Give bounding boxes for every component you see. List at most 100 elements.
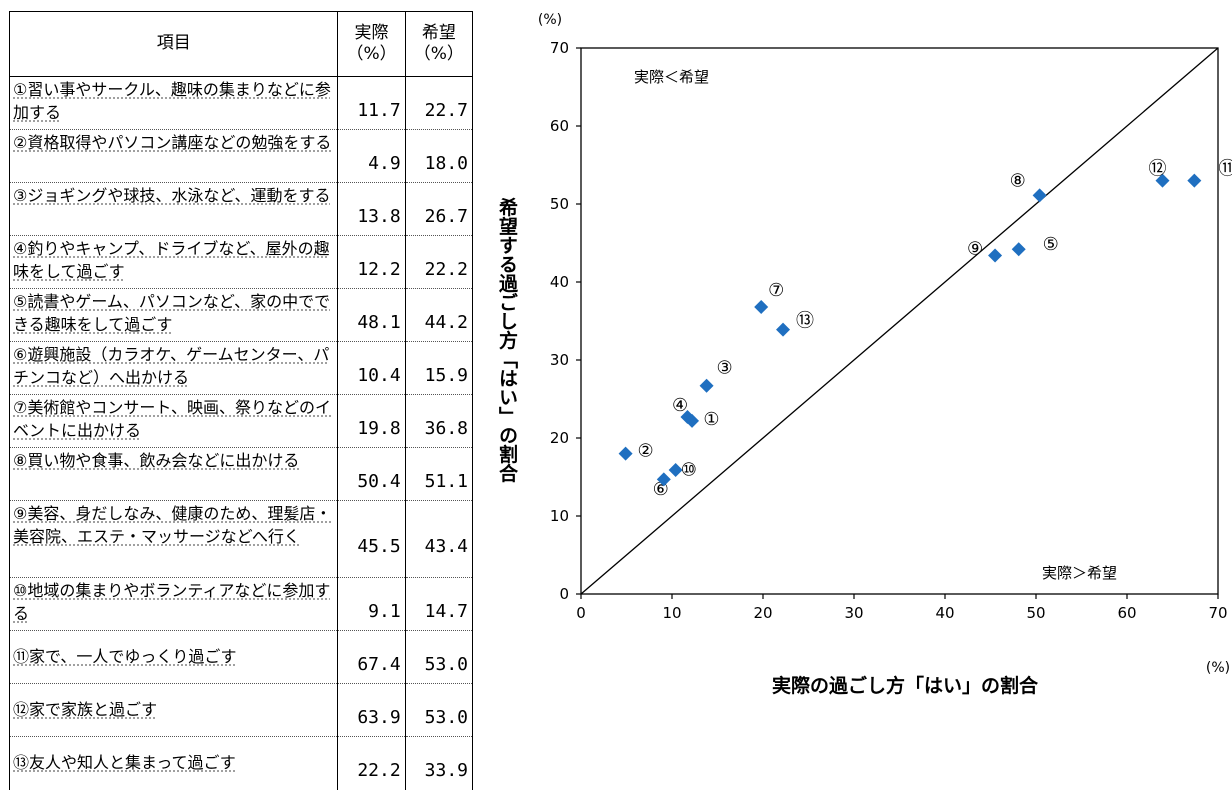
y-tick-label: 40: [550, 273, 569, 291]
table-body: ①習い事やサークル、趣味の集まりなどに参加する 11.7 22.7 ②資格取得やパソコ…: [8, 76, 474, 790]
item-text: ⑥遊興施設（カラオケ、ゲームセンター、パチンコなど）へ出かける: [13, 345, 330, 387]
desired-value: 33.9: [404, 736, 474, 790]
item-text: ⑪家で、一人でゆっくり過ごす: [13, 646, 237, 666]
y-unit-label: (%): [538, 12, 562, 28]
item-cell: ⑪家で、一人でゆっくり過ごす: [8, 630, 339, 684]
item-cell: ⑨美容、身だしなみ、健康のため、理髪店・美容院、エステ・マッサージなどへ行く: [8, 500, 339, 578]
data-point-marker: [1187, 173, 1202, 188]
table-row: ⑧買い物や食事、飲み会などに出かける 50.4 51.1: [8, 447, 474, 501]
actual-value: 11.7: [337, 76, 406, 130]
item-cell: ②資格取得やパソコン講座などの勉強をする: [8, 129, 339, 183]
x-tick-label: 60: [1117, 604, 1136, 622]
data-point-label: ②: [638, 441, 654, 462]
data-point-label: ⑬: [796, 311, 814, 332]
x-axis-title: 実際の過ごし方「はい」の割合: [772, 674, 1039, 697]
plot-area-border: [580, 47, 1219, 595]
item-cell: ⑩地域の集まりやボランティアなどに参加する: [8, 577, 339, 631]
header-actual: 実際 （%）: [337, 11, 406, 77]
desired-value: 22.2: [404, 235, 474, 289]
x-tick-label: 30: [844, 604, 863, 622]
x-tick-label: 70: [1208, 604, 1227, 622]
axis-ticks: 0 10 20 30 40 50 60 70 0 10 20 30 40 50 60 70: [550, 39, 1228, 622]
actual-value: 10.4: [337, 341, 406, 395]
actual-value: 63.9: [337, 683, 406, 737]
data-table: 項目 実際 （%） 希望 （%） ①習い事やサークル、趣味の集まりなどに参加する…: [8, 11, 474, 790]
item-text: ⑤読書やゲーム、パソコンなど、家の中でできる趣味をして過ごす: [13, 292, 331, 334]
table-row: ⑥遊興施設（カラオケ、ゲームセンター、パチンコなど）へ出かける 10.4 15.9: [8, 341, 474, 395]
item-text: ③ジョギングや球技、水泳など、運動をする: [13, 186, 331, 205]
table-row: ⑪家で、一人でゆっくり過ごす 67.4 53.0: [8, 630, 474, 684]
data-point-marker: [1032, 188, 1047, 203]
item-cell: ①習い事やサークル、趣味の集まりなどに参加する: [8, 76, 339, 130]
desired-value: 43.4: [404, 500, 474, 578]
data-point-marker: [685, 413, 700, 428]
x-tick-label: 50: [1026, 604, 1045, 622]
item-text: ⑬友人や知人と集まって過ごす: [13, 752, 236, 772]
table-row: ⑦美術館やコンサート、映画、祭りなどのイベントに出かける 19.8 36.8: [8, 394, 474, 448]
y-tick-label: 70: [550, 39, 569, 57]
actual-value: 4.9: [337, 129, 406, 183]
item-text: ⑫家で家族と過ごす: [13, 699, 158, 719]
item-cell: ⑥遊興施設（カラオケ、ゲームセンター、パチンコなど）へ出かける: [8, 341, 339, 395]
table-row: ⑬友人や知人と集まって過ごす 22.2 33.9: [8, 736, 474, 790]
table-row: ⑤読書やゲーム、パソコンなど、家の中でできる趣味をして過ごす 48.1 44.2: [8, 288, 474, 342]
actual-value: 67.4: [337, 630, 406, 684]
data-point-marker: [668, 462, 683, 477]
actual-value: 9.1: [337, 577, 406, 631]
data-point-marker: [1011, 242, 1026, 257]
y-tick-label: 20: [550, 429, 569, 447]
desired-value: 14.7: [404, 577, 474, 631]
table-row: ⑨美容、身だしなみ、健康のため、理髪店・美容院、エステ・マッサージなどへ行く 45…: [8, 500, 474, 578]
x-tick-label: 0: [576, 604, 586, 622]
desired-value: 22.7: [404, 76, 474, 130]
desired-value: 53.0: [404, 630, 474, 684]
data-point-marker: [618, 446, 633, 461]
item-cell: ③ジョギングや球技、水泳など、運動をする: [8, 182, 339, 236]
header-item: 項目: [8, 11, 339, 77]
data-point-marker: [1155, 173, 1170, 188]
x-tick-label: 10: [662, 604, 681, 622]
data-point-label: ⑤: [1043, 234, 1059, 255]
item-cell: ⑧買い物や食事、飲み会などに出かける: [8, 447, 339, 501]
actual-value: 12.2: [337, 235, 406, 289]
region-label-upper-left: 実際＜希望: [634, 68, 709, 86]
actual-value: 48.1: [337, 288, 406, 342]
table-header-row: 項目 実際 （%） 希望 （%）: [8, 11, 474, 77]
data-point-label: ⑪: [1218, 159, 1232, 180]
desired-value: 51.1: [404, 447, 474, 501]
plot-frame: [580, 47, 1219, 595]
data-point-label: ④: [672, 395, 688, 416]
x-tick-label: 20: [753, 604, 772, 622]
item-text: ⑦美術館やコンサート、映画、祭りなどのイベントに出かける: [13, 398, 332, 440]
data-point-marker: [699, 378, 714, 393]
actual-value: 13.8: [337, 182, 406, 236]
actual-value: 50.4: [337, 447, 406, 501]
y-tick-label: 10: [550, 507, 569, 525]
item-cell: ⑦美術館やコンサート、映画、祭りなどのイベントに出かける: [8, 394, 339, 448]
data-point-label: ⑨: [967, 238, 983, 259]
item-cell: ④釣りやキャンプ、ドライブなど、屋外の趣味をして過ごす: [8, 235, 339, 289]
table-row: ⑩地域の集まりやボランティアなどに参加する 9.1 14.7: [8, 577, 474, 631]
desired-value: 18.0: [404, 129, 474, 183]
actual-value: 45.5: [337, 500, 406, 578]
item-text: ①習い事やサークル、趣味の集まりなどに参加する: [13, 80, 331, 122]
desired-value: 36.8: [404, 394, 474, 448]
data-point-marker: [754, 299, 769, 314]
desired-value: 53.0: [404, 683, 474, 737]
table-row: ①習い事やサークル、趣味の集まりなどに参加する 11.7 22.7: [8, 76, 474, 130]
item-cell: ⑤読書やゲーム、パソコンなど、家の中でできる趣味をして過ごす: [8, 288, 339, 342]
data-point-label: ⑩: [681, 459, 697, 480]
actual-value: 19.8: [337, 394, 406, 448]
y-tick-label: 30: [550, 351, 569, 369]
desired-value: 44.2: [404, 288, 474, 342]
y-tick-label: 0: [559, 585, 569, 603]
y-tick-label: 50: [550, 195, 569, 213]
data-point-marker: [656, 472, 671, 487]
item-text: ⑩地域の集まりやボランティアなどに参加する: [13, 581, 331, 623]
table-row: ⑫家で家族と過ごす 63.9 53.0: [8, 683, 474, 737]
y-tick-label: 60: [550, 117, 569, 135]
y-axis-title: 希望する過ごし方「はい」の割合: [496, 196, 518, 482]
data-point-label: ⑧: [1010, 170, 1026, 191]
data-point-label: ⑦: [768, 280, 784, 301]
